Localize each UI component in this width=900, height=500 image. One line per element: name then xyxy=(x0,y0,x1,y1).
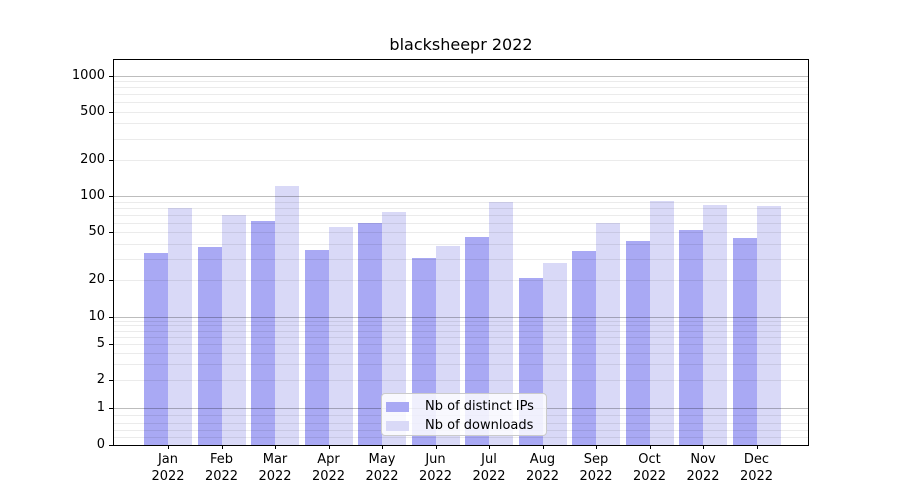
bar xyxy=(197,247,222,445)
y-tick-label: 1000 xyxy=(71,67,105,83)
x-tick-year: 2022 xyxy=(525,469,560,484)
x-tick-month: May xyxy=(368,452,396,467)
bar xyxy=(144,252,168,445)
x-tick-month: Aug xyxy=(529,452,556,467)
x-tick-mark xyxy=(756,445,758,449)
y-tick-mark xyxy=(109,232,114,234)
x-tick-month: Mar xyxy=(262,452,288,467)
x-tick-mark xyxy=(703,445,704,449)
bar xyxy=(756,206,781,445)
x-tick-month: Nov xyxy=(690,452,716,467)
bar xyxy=(732,238,757,445)
bar xyxy=(596,223,620,445)
x-tick-year: 2022 xyxy=(204,469,239,484)
x-tick-year: 2022 xyxy=(472,469,506,484)
x-tick-label: Oct 2022 xyxy=(620,451,680,485)
x-tick-label: Mar 2022 xyxy=(245,451,305,485)
x-tick-label: Sep 2022 xyxy=(566,451,626,485)
x-tick-mark xyxy=(275,445,276,449)
x-tick-month: Feb xyxy=(209,452,234,467)
x-tick-mark xyxy=(328,445,330,449)
bar xyxy=(572,251,596,445)
x-tick-mark xyxy=(168,445,169,449)
y-tick-label: 100 xyxy=(80,188,105,203)
x-tick-label: Jun 2022 xyxy=(406,451,466,485)
x-tick-year: 2022 xyxy=(151,469,185,484)
bar xyxy=(221,215,246,445)
bar xyxy=(679,229,703,445)
x-tick-month: Jan xyxy=(157,452,179,467)
bar xyxy=(358,223,382,445)
x-tick-mark xyxy=(435,445,437,449)
bar xyxy=(251,220,275,445)
y-tick-mark xyxy=(109,408,114,409)
x-tick-label: Nov 2022 xyxy=(673,451,733,485)
y-tick-mark xyxy=(109,280,114,282)
x-tick-year: 2022 xyxy=(579,469,613,484)
x-tick-month: Dec xyxy=(743,452,770,467)
legend-label-distinct-ips: Nb of distinct IPs xyxy=(425,399,534,414)
x-tick-mark xyxy=(596,445,597,449)
y-tick-mark xyxy=(109,75,114,77)
x-tick-year: 2022 xyxy=(739,469,774,484)
x-tick-mark xyxy=(542,445,544,449)
x-tick-month: Apr xyxy=(317,452,340,467)
x-tick-month: Jun xyxy=(425,452,446,467)
y-tick-label: 50 xyxy=(88,224,105,240)
x-tick-month: Sep xyxy=(583,452,609,467)
x-tick-year: 2022 xyxy=(311,469,346,484)
x-tick-label: Feb 2022 xyxy=(192,451,252,485)
y-tick-mark xyxy=(109,316,114,318)
y-tick-mark xyxy=(109,344,114,346)
x-tick-label: May 2022 xyxy=(352,451,412,485)
x-tick-month: Oct xyxy=(638,452,661,467)
y-tick-label: 10 xyxy=(88,308,105,324)
x-tick-mark xyxy=(382,445,383,449)
bar xyxy=(649,200,674,445)
y-tick-mark xyxy=(109,159,114,161)
y-tick-label: 200 xyxy=(80,151,105,167)
x-tick-year: 2022 xyxy=(365,469,399,484)
bars-layer xyxy=(114,60,808,445)
legend-item-distinct-ips: Nb of distinct IPs xyxy=(386,397,546,416)
chart-title: blacksheepr 2022 xyxy=(389,35,533,54)
x-tick-label: Aug 2022 xyxy=(513,451,573,485)
x-tick-month: Jul xyxy=(481,452,497,467)
bar xyxy=(703,205,727,445)
x-tick-label: Apr 2022 xyxy=(299,451,359,485)
y-tick-label: 2 xyxy=(96,372,105,388)
x-tick-mark xyxy=(649,445,651,449)
x-tick-mark xyxy=(489,445,490,449)
legend-swatch-distinct-ips xyxy=(386,401,409,412)
x-tick-label: Dec 2022 xyxy=(727,451,787,485)
y-tick-label: 20 xyxy=(88,272,105,288)
bar xyxy=(275,186,299,445)
y-tick-mark xyxy=(109,196,114,197)
x-tick-year: 2022 xyxy=(686,469,720,484)
bar xyxy=(625,240,650,445)
legend-label-downloads: Nb of downloads xyxy=(425,418,534,433)
y-tick-label: 1 xyxy=(96,400,105,415)
y-tick-label: 500 xyxy=(80,103,105,119)
legend-swatch-downloads xyxy=(386,420,409,431)
bar xyxy=(168,208,192,445)
bar xyxy=(304,249,329,445)
bar xyxy=(328,226,353,445)
y-tick-mark xyxy=(109,444,114,446)
y-tick-label: 5 xyxy=(96,336,105,352)
legend: Nb of distinct IPs Nb of downloads xyxy=(381,393,547,436)
x-tick-label: Jan 2022 xyxy=(138,451,198,485)
x-tick-label: Jul 2022 xyxy=(459,451,519,485)
x-tick-year: 2022 xyxy=(632,469,667,484)
x-tick-year: 2022 xyxy=(418,469,453,484)
legend-item-downloads: Nb of downloads xyxy=(386,416,546,435)
x-tick-year: 2022 xyxy=(258,469,292,484)
y-tick-mark xyxy=(109,380,114,382)
y-tick-label: 0 xyxy=(96,436,105,452)
y-tick-mark xyxy=(109,111,114,113)
x-tick-mark xyxy=(221,445,223,449)
